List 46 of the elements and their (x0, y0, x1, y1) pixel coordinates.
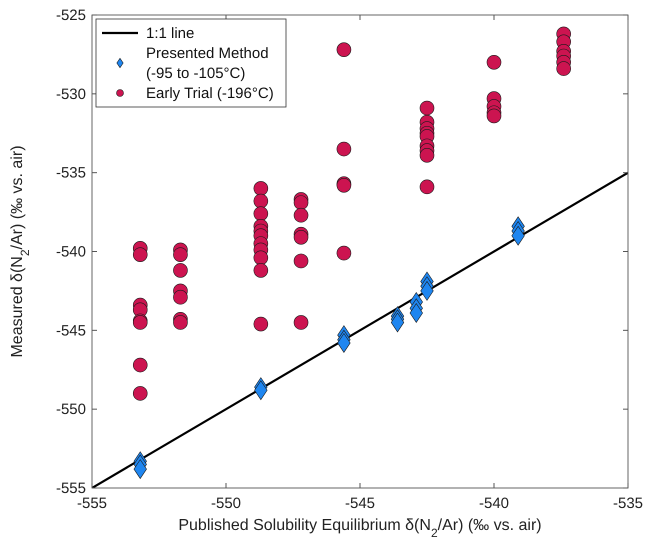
point (254, 181, 268, 196)
y-tick-label: -530 (56, 86, 86, 103)
point (173, 315, 188, 330)
point (173, 290, 188, 305)
y-tick-label: -545 (56, 322, 86, 340)
point (173, 263, 188, 278)
point (294, 254, 308, 268)
point (336, 246, 352, 260)
x-tick-label: -535 (612, 495, 644, 512)
point (486, 55, 502, 70)
y-tick-label: -555 (56, 480, 86, 497)
point (294, 208, 308, 223)
y-tick-label: -525 (56, 7, 86, 24)
point (254, 194, 268, 208)
point (254, 263, 268, 278)
point (420, 281, 434, 301)
legend-label: 1:1 line (146, 25, 194, 42)
point (132, 358, 148, 372)
point (132, 247, 148, 262)
point (294, 195, 308, 210)
point (420, 180, 434, 194)
y-tick-label: -540 (56, 244, 86, 260)
x-tick-label: -550 (210, 495, 242, 512)
point (173, 247, 188, 262)
legend-label: Presented Method (-95 to -105°C) (146, 45, 269, 82)
point (132, 386, 148, 401)
point (294, 315, 308, 330)
point (254, 206, 268, 221)
point (294, 230, 308, 245)
x-tick-label: -555 (76, 495, 108, 512)
point (486, 108, 502, 124)
point (254, 316, 268, 332)
point (336, 142, 352, 156)
legend-label: Early Trial (-196°C) (146, 85, 274, 102)
y-tick-label: -550 (56, 401, 86, 418)
point (254, 250, 268, 266)
point (420, 148, 434, 163)
point (337, 333, 351, 353)
point (420, 100, 434, 116)
point (336, 42, 352, 57)
point (556, 61, 571, 76)
x-tick-label: -540 (478, 495, 510, 512)
x-tick-label: -545 (344, 495, 376, 512)
x-axis-title: Published Solubility Equilibrium δ(N$_{2}$/Ar) (‰ vs. air) (178, 517, 542, 540)
point (390, 312, 404, 332)
y-tick-label: -535 (56, 164, 86, 182)
